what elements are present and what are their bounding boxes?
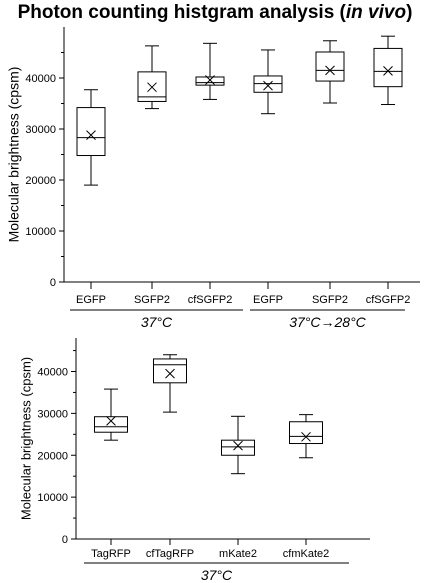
x-tick-label: TagRFP	[91, 548, 131, 560]
y-axis-label: Molecular brightness (cpsm)	[18, 357, 33, 520]
iqr-box	[373, 47, 403, 88]
y-tick-label: 30000	[37, 408, 68, 420]
y-tick-label: 20000	[25, 175, 56, 187]
mean-marker	[263, 80, 273, 91]
mean-marker	[165, 368, 175, 379]
mean-marker	[147, 82, 157, 93]
box-1	[153, 354, 187, 413]
box-2	[221, 415, 255, 475]
figure-title: Photon counting histgram analysis (in vi…	[0, 2, 430, 24]
box-3	[253, 49, 283, 115]
x-tick-label: cfSGFP2	[366, 294, 411, 306]
y-tick-label: 30000	[25, 124, 56, 136]
x-tick-label: EGFP	[253, 294, 283, 306]
box-plot-panel-2: 0 10000 20000 30000 40000 Molecular brightnes…	[18, 338, 370, 583]
iqr-box	[153, 358, 187, 384]
iqr-box	[195, 76, 225, 86]
y-tick-label: 0	[50, 277, 56, 289]
mean-marker	[301, 431, 311, 442]
mean-marker	[233, 440, 243, 451]
y-tick-label: 0	[62, 534, 68, 546]
y-tick-label: 10000	[25, 226, 56, 238]
iqr-box	[315, 51, 345, 82]
mean-marker	[325, 65, 335, 76]
x-tick-label: cfmKate2	[283, 548, 329, 560]
x-tick-label: SGFP2	[312, 294, 348, 306]
box-3	[289, 414, 323, 459]
group-label: 37°C	[201, 567, 233, 583]
y-axis-label: Molecular brightness (cpsm)	[6, 67, 22, 243]
mean-marker	[106, 416, 116, 426]
box-0	[94, 388, 128, 441]
box-4	[315, 40, 345, 104]
iqr-box	[76, 107, 106, 157]
group-label: 37°C	[141, 314, 173, 330]
title-italic: in vivo	[345, 2, 407, 23]
y-tick-label: 10000	[37, 492, 68, 504]
title-prefix: Photon counting histgram analysis (	[17, 2, 346, 23]
x-tick-label: cfTagRFP	[146, 548, 194, 560]
group-label: 37°C→28°C	[289, 314, 366, 330]
x-tick-label: cfSGFP2	[188, 294, 233, 306]
x-tick-label: mKate2	[219, 548, 257, 560]
iqr-box	[253, 75, 283, 93]
iqr-box	[94, 416, 128, 433]
iqr-box	[289, 421, 323, 445]
box-0	[76, 89, 106, 186]
iqr-box	[221, 439, 255, 456]
title-suffix: )	[406, 2, 413, 23]
x-tick-label: SGFP2	[134, 294, 170, 306]
box-5	[373, 35, 403, 106]
y-tick-label: 40000	[25, 73, 56, 85]
box-2	[195, 42, 225, 100]
y-tick-label: 40000	[37, 367, 68, 379]
y-tick-label: 20000	[37, 450, 68, 462]
mean-marker	[205, 75, 215, 85]
mean-marker	[383, 66, 393, 76]
x-tick-label: EGFP	[76, 294, 106, 306]
mean-marker	[86, 130, 96, 140]
box-1	[137, 45, 167, 110]
